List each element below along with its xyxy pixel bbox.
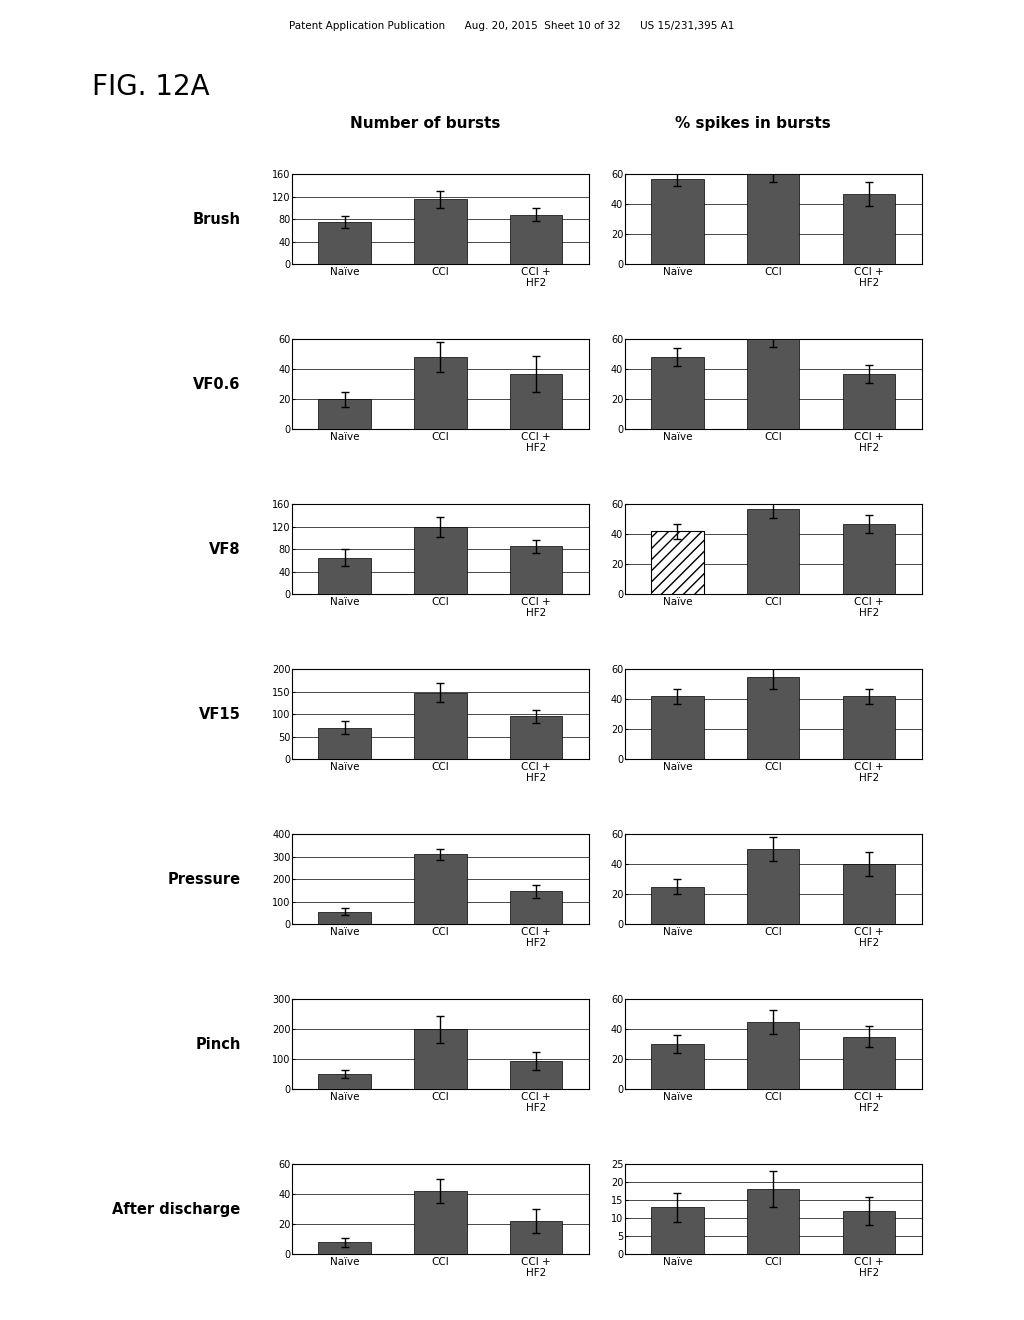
- Bar: [746, 508, 800, 594]
- Bar: [414, 358, 467, 429]
- Bar: [318, 727, 371, 759]
- Text: Brush: Brush: [193, 211, 241, 227]
- Bar: [843, 1210, 895, 1254]
- Bar: [651, 358, 703, 429]
- Bar: [746, 849, 800, 924]
- Text: Number of bursts: Number of bursts: [350, 116, 500, 131]
- Bar: [510, 374, 562, 429]
- Bar: [843, 194, 895, 264]
- Bar: [843, 1036, 895, 1089]
- Bar: [651, 178, 703, 264]
- Bar: [651, 887, 703, 924]
- Bar: [746, 1022, 800, 1089]
- Text: % spikes in bursts: % spikes in bursts: [675, 116, 830, 131]
- Bar: [651, 1208, 703, 1254]
- Bar: [318, 222, 371, 264]
- Text: After discharge: After discharge: [113, 1201, 241, 1217]
- Bar: [318, 912, 371, 924]
- Bar: [318, 1242, 371, 1254]
- Bar: [414, 854, 467, 924]
- Bar: [510, 1060, 562, 1089]
- Bar: [414, 1030, 467, 1089]
- Bar: [318, 399, 371, 429]
- Text: VF8: VF8: [209, 541, 241, 557]
- Bar: [746, 1189, 800, 1254]
- Text: Pressure: Pressure: [168, 871, 241, 887]
- Bar: [510, 717, 562, 759]
- Bar: [746, 677, 800, 759]
- Bar: [318, 1074, 371, 1089]
- Bar: [843, 696, 895, 759]
- Text: VF0.6: VF0.6: [194, 376, 241, 392]
- Bar: [414, 199, 467, 264]
- Bar: [318, 557, 371, 594]
- Bar: [510, 215, 562, 264]
- Bar: [414, 1191, 467, 1254]
- Text: FIG. 12A: FIG. 12A: [92, 73, 210, 100]
- Bar: [651, 531, 703, 594]
- Bar: [414, 527, 467, 594]
- Bar: [746, 174, 800, 264]
- Bar: [746, 339, 800, 429]
- Text: Pinch: Pinch: [196, 1036, 241, 1052]
- Bar: [510, 891, 562, 924]
- Bar: [510, 1221, 562, 1254]
- Bar: [510, 546, 562, 594]
- Bar: [651, 1044, 703, 1089]
- Bar: [414, 693, 467, 759]
- Text: Patent Application Publication      Aug. 20, 2015  Sheet 10 of 32      US 15/231: Patent Application Publication Aug. 20, …: [290, 21, 734, 32]
- Bar: [843, 374, 895, 429]
- Text: VF15: VF15: [199, 706, 241, 722]
- Bar: [843, 865, 895, 924]
- Bar: [651, 696, 703, 759]
- Bar: [843, 524, 895, 594]
